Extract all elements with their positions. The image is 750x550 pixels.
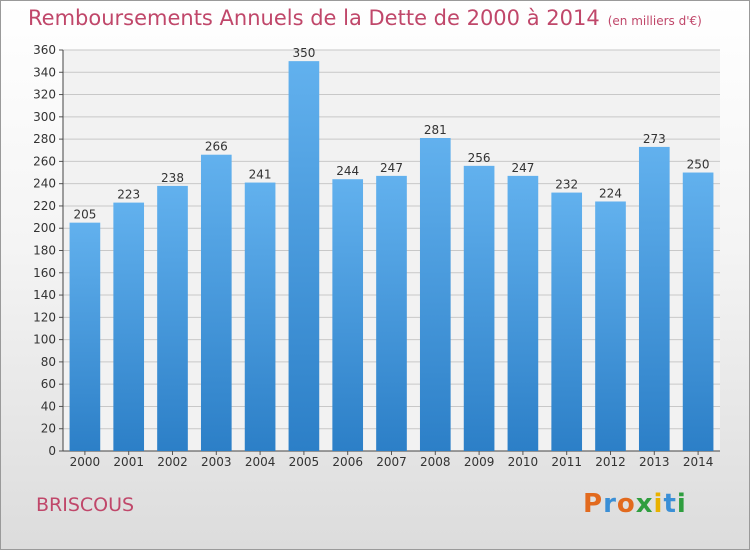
proxiti-logo: Proxiti bbox=[583, 489, 687, 519]
bar-value-label: 273 bbox=[643, 132, 666, 146]
logo-letter: t bbox=[663, 489, 677, 519]
x-tick-label: 2007 bbox=[376, 455, 407, 469]
x-tick-label: 2008 bbox=[420, 455, 451, 469]
bar-2003 bbox=[200, 154, 232, 451]
bar-2009 bbox=[463, 165, 495, 451]
bar-2004 bbox=[244, 182, 276, 451]
logo-letter: o bbox=[616, 489, 636, 519]
bar-2011 bbox=[551, 192, 583, 452]
bar-value-label: 244 bbox=[336, 164, 359, 178]
y-tick-label: 120 bbox=[33, 310, 56, 324]
y-tick-label: 200 bbox=[33, 221, 56, 235]
y-tick-label: 240 bbox=[33, 177, 56, 191]
x-tick-label: 2006 bbox=[332, 455, 363, 469]
bar-value-label: 224 bbox=[599, 186, 622, 200]
y-tick-label: 300 bbox=[33, 110, 56, 124]
bar-value-label: 223 bbox=[117, 188, 140, 202]
bar-2007 bbox=[376, 175, 407, 451]
y-tick-label: 180 bbox=[33, 244, 56, 258]
chart-title-text: Remboursements Annuels de la Dette de 20… bbox=[28, 6, 600, 30]
x-tick-label: 2011 bbox=[551, 455, 582, 469]
bar-value-label: 350 bbox=[292, 46, 315, 60]
logo-letter: r bbox=[603, 489, 617, 519]
x-tick-label: 2012 bbox=[595, 455, 626, 469]
bar-2005 bbox=[288, 61, 320, 452]
y-tick-label: 360 bbox=[33, 43, 56, 57]
bar-value-label: 250 bbox=[687, 158, 710, 172]
bar-2006 bbox=[332, 179, 364, 451]
x-tick-label: 2002 bbox=[157, 455, 188, 469]
logo-letter: i bbox=[653, 489, 664, 519]
chart-title: Remboursements Annuels de la Dette de 20… bbox=[28, 6, 702, 30]
bar-value-label: 232 bbox=[555, 178, 578, 192]
y-tick-label: 340 bbox=[33, 65, 56, 79]
bar-2002 bbox=[157, 185, 188, 451]
logo-letter: P bbox=[583, 489, 604, 519]
bar-value-label: 238 bbox=[161, 171, 184, 185]
x-tick-label: 2005 bbox=[289, 455, 320, 469]
y-tick-label: 100 bbox=[33, 333, 56, 347]
bar-value-label: 247 bbox=[380, 161, 403, 175]
y-tick-label: 320 bbox=[33, 88, 56, 102]
bar-2014 bbox=[682, 172, 714, 451]
bar-value-label: 247 bbox=[511, 161, 534, 175]
bar-2012 bbox=[595, 201, 626, 451]
x-tick-label: 2003 bbox=[201, 455, 232, 469]
x-tick-label: 2014 bbox=[683, 455, 714, 469]
x-tick-label: 2001 bbox=[113, 455, 144, 469]
commune-name: BRISCOUS bbox=[36, 494, 135, 516]
y-tick-label: 60 bbox=[41, 377, 56, 391]
bar-value-label: 281 bbox=[424, 123, 447, 137]
x-tick-label: 2004 bbox=[245, 455, 276, 469]
x-tick-label: 2009 bbox=[464, 455, 495, 469]
bar-value-label: 256 bbox=[468, 151, 491, 165]
y-tick-label: 220 bbox=[33, 199, 56, 213]
x-tick-label: 2000 bbox=[70, 455, 101, 469]
logo-letter: x bbox=[635, 489, 654, 519]
x-tick-label: 2010 bbox=[508, 455, 539, 469]
y-tick-label: 140 bbox=[33, 288, 56, 302]
bar-value-label: 266 bbox=[205, 140, 228, 154]
bar-2013 bbox=[638, 146, 670, 452]
y-tick-label: 160 bbox=[33, 266, 56, 280]
y-tick-label: 260 bbox=[33, 154, 56, 168]
bar-value-label: 205 bbox=[73, 208, 96, 222]
bar-2008 bbox=[419, 137, 451, 451]
y-tick-label: 280 bbox=[33, 132, 56, 146]
y-tick-label: 20 bbox=[41, 422, 56, 436]
logo-letter: i bbox=[676, 489, 687, 519]
x-tick-label: 2013 bbox=[639, 455, 670, 469]
bar-2000 bbox=[69, 222, 101, 451]
bar-2010 bbox=[507, 175, 539, 451]
y-tick-label: 40 bbox=[41, 399, 56, 413]
bar-value-label: 241 bbox=[249, 168, 272, 182]
y-tick-label: 0 bbox=[48, 444, 56, 458]
bar-2001 bbox=[113, 202, 145, 451]
y-tick-label: 80 bbox=[41, 355, 56, 369]
chart-unit: (en milliers d'€) bbox=[607, 14, 702, 28]
